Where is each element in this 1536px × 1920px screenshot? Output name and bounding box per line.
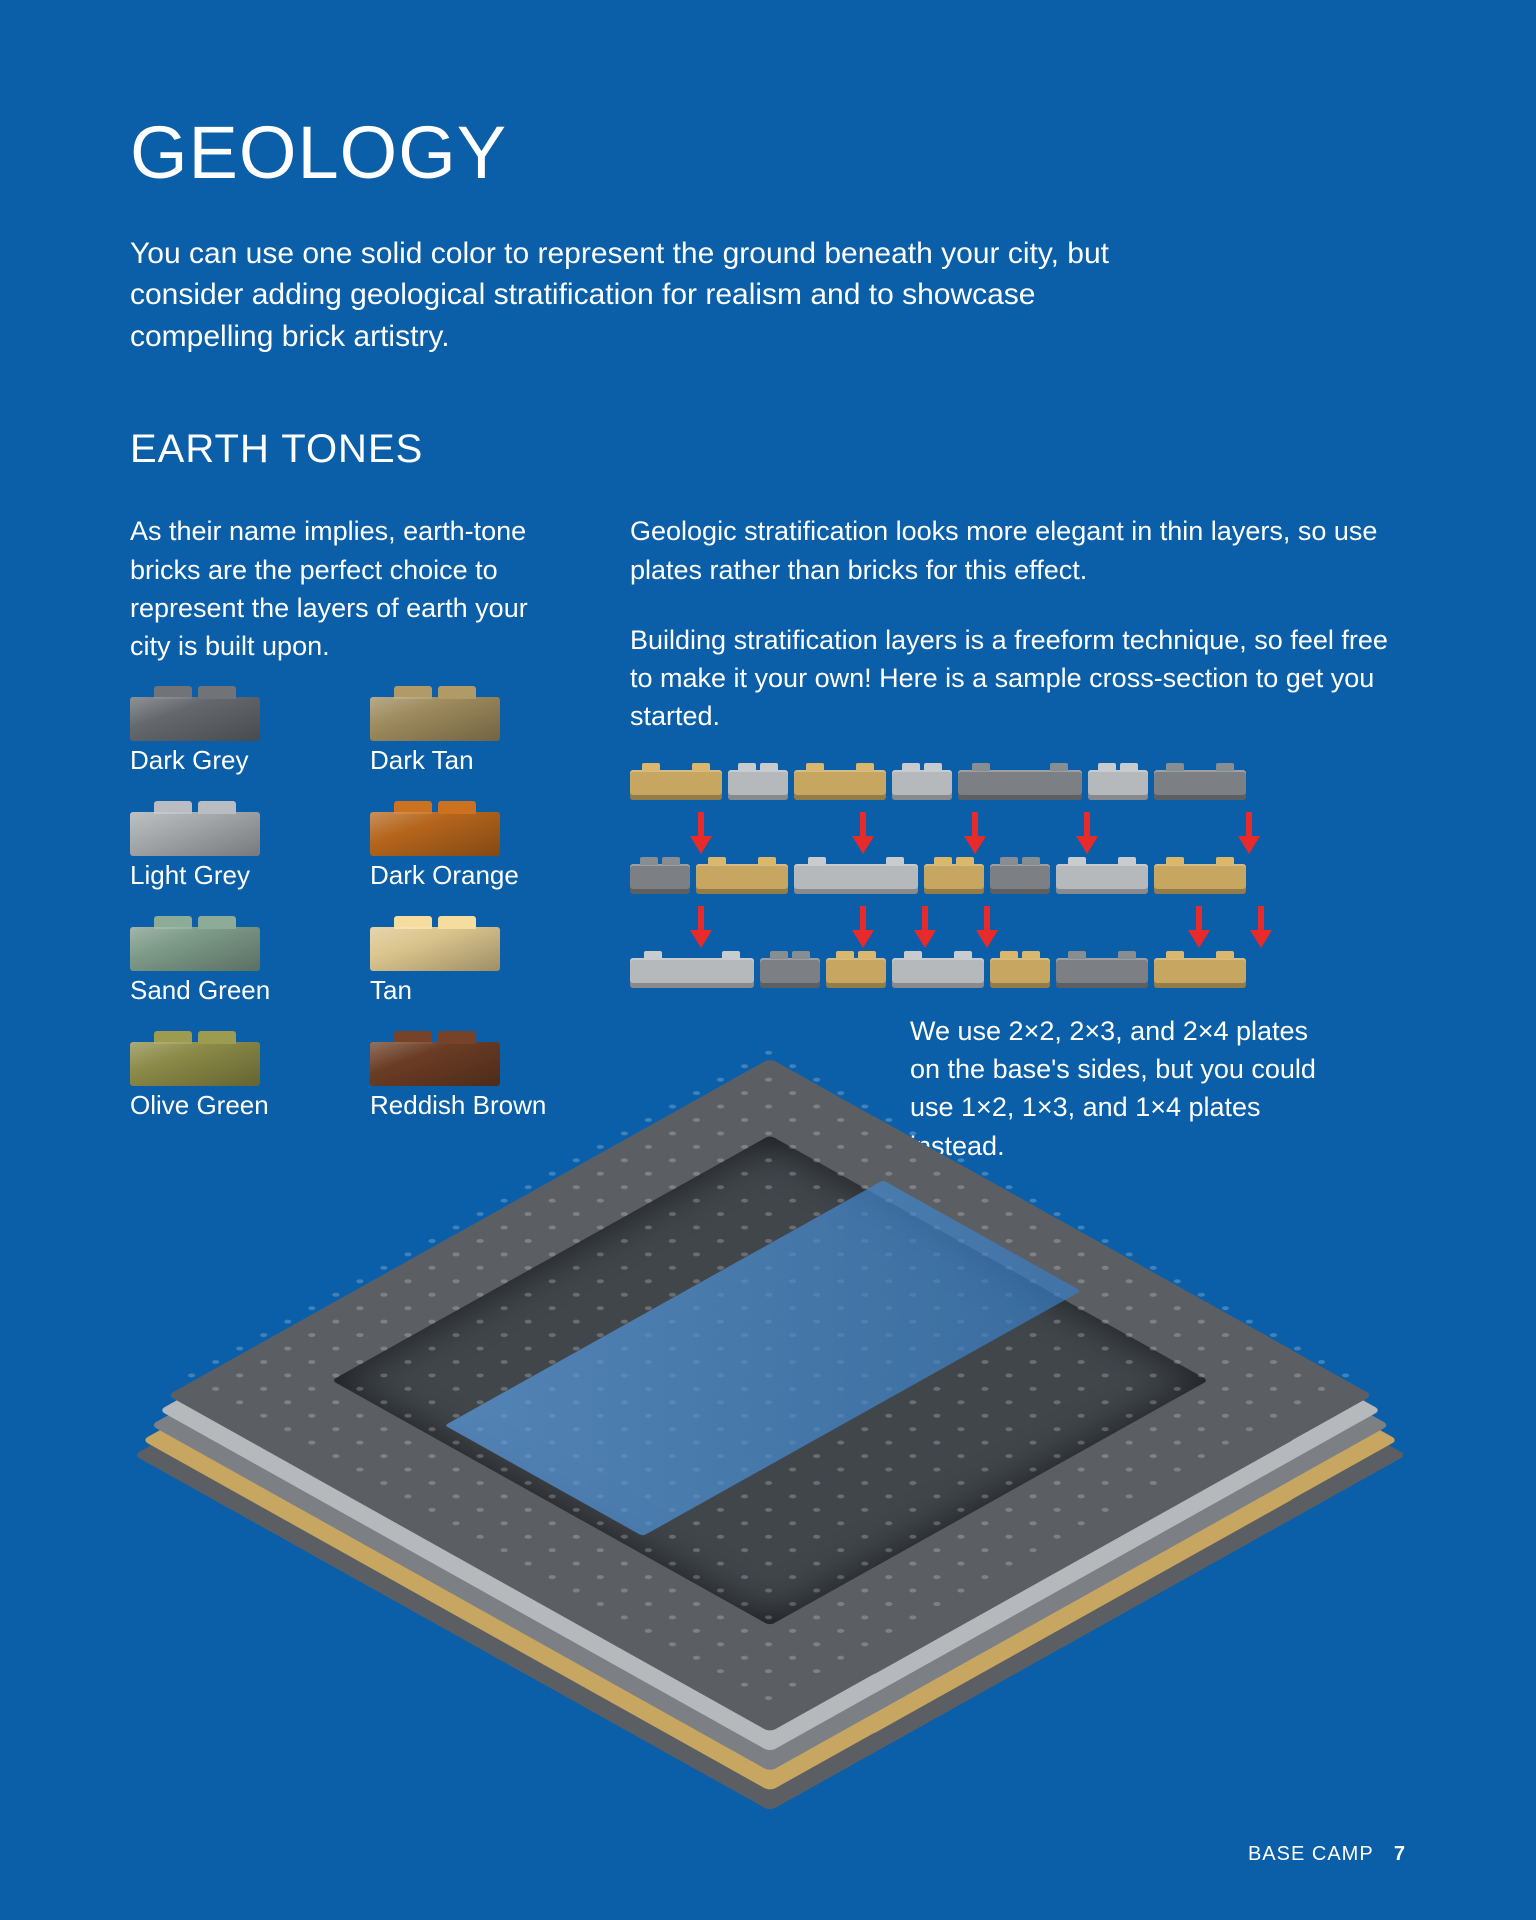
- color-swatch: Olive Green: [130, 1042, 330, 1121]
- color-swatch: Reddish Brown: [370, 1042, 570, 1121]
- strat-plate: [1154, 864, 1246, 894]
- strat-plate: [1056, 958, 1148, 988]
- strat-plate: [990, 958, 1050, 988]
- swatch-grid: Dark Grey Dark Tan Light Grey Dark Orange Sa…: [130, 697, 570, 1121]
- swatch-label: Dark Grey: [130, 745, 330, 776]
- page-title: GEOLOGY: [130, 110, 1406, 195]
- strat-plate: [1154, 958, 1246, 988]
- down-arrow-icon: [914, 906, 936, 950]
- strat-plate: [630, 864, 690, 894]
- brick-icon: [370, 812, 500, 856]
- strat-row: [630, 770, 1406, 800]
- section-subheading: EARTH TONES: [130, 427, 1406, 472]
- strat-plate: [1154, 770, 1246, 800]
- color-swatch: Dark Tan: [370, 697, 570, 776]
- swatch-label: Reddish Brown: [370, 1090, 570, 1121]
- brick-icon: [130, 812, 260, 856]
- down-arrow-icon: [1188, 906, 1210, 950]
- down-arrow-icon: [1076, 812, 1098, 856]
- strat-plate: [760, 958, 820, 988]
- color-swatch: Sand Green: [130, 927, 330, 1006]
- strat-plate: [990, 864, 1050, 894]
- strat-plate: [1056, 864, 1148, 894]
- arrow-row: [630, 904, 1406, 952]
- brick-icon: [370, 927, 500, 971]
- brick-icon: [130, 1042, 260, 1086]
- strat-plate: [826, 958, 886, 988]
- swatch-label: Dark Tan: [370, 745, 570, 776]
- swatch-label: Sand Green: [130, 975, 330, 1006]
- down-arrow-icon: [690, 812, 712, 856]
- swatch-label: Dark Orange: [370, 860, 570, 891]
- down-arrow-icon: [690, 906, 712, 950]
- swatch-label: Tan: [370, 975, 570, 1006]
- color-swatch: Dark Orange: [370, 812, 570, 891]
- down-arrow-icon: [852, 812, 874, 856]
- stratification-diagram: [630, 770, 1406, 988]
- brick-icon: [130, 697, 260, 741]
- right-column-paragraph-1: Geologic stratification looks more elega…: [630, 512, 1406, 589]
- strat-plate: [892, 770, 952, 800]
- strat-plate: [924, 864, 984, 894]
- intro-paragraph: You can use one solid color to represent…: [130, 233, 1140, 357]
- swatch-label: Light Grey: [130, 860, 330, 891]
- strat-plate: [728, 770, 788, 800]
- footer-page-number: 7: [1394, 1843, 1406, 1865]
- arrow-row: [630, 810, 1406, 858]
- strat-plate: [696, 864, 788, 894]
- brick-icon: [370, 697, 500, 741]
- down-arrow-icon: [852, 906, 874, 950]
- down-arrow-icon: [1238, 812, 1260, 856]
- down-arrow-icon: [1250, 906, 1272, 950]
- brick-icon: [370, 1042, 500, 1086]
- strat-row: [630, 958, 1406, 988]
- color-swatch: Tan: [370, 927, 570, 1006]
- brick-icon: [130, 927, 260, 971]
- color-swatch: Light Grey: [130, 812, 330, 891]
- left-column-paragraph: As their name implies, earth-tone bricks…: [130, 512, 570, 665]
- strat-row: [630, 864, 1406, 894]
- strat-plate: [630, 958, 754, 988]
- strat-plate: [794, 770, 886, 800]
- strat-plate: [958, 770, 1082, 800]
- footer-section: BASE CAMP: [1248, 1843, 1373, 1865]
- color-swatch: Dark Grey: [130, 697, 330, 776]
- strat-plate: [892, 958, 984, 988]
- page-footer: BASE CAMP 7: [1248, 1843, 1406, 1866]
- right-column-paragraph-2: Building stratification layers is a free…: [630, 621, 1406, 736]
- strat-plate: [1088, 770, 1148, 800]
- swatch-label: Olive Green: [130, 1090, 330, 1121]
- strat-plate: [794, 864, 918, 894]
- down-arrow-icon: [976, 906, 998, 950]
- tip-text: We use 2×2, 2×3, and 2×4 plates on the b…: [910, 1012, 1340, 1165]
- down-arrow-icon: [964, 812, 986, 856]
- strat-plate: [630, 770, 722, 800]
